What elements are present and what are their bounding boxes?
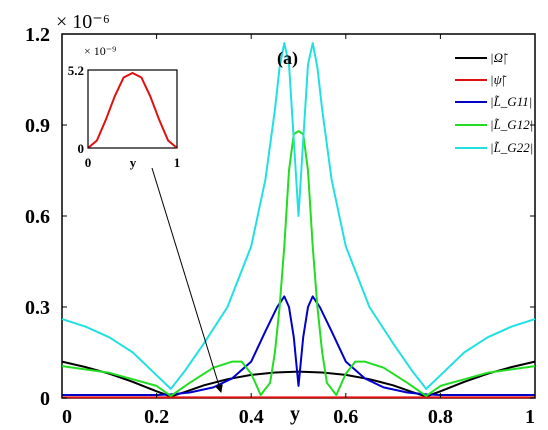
x-tick-label: 0.8 [428,406,453,428]
series-line-2 [62,295,535,396]
x-tick-label: 0.4 [239,406,264,428]
legend-label-omega: |Ω̃| [490,50,509,65]
legend-label-psi: |ψ̃| [490,72,508,87]
inset-x-axis-label: y [130,155,137,170]
legend-label-lg11: |L̃_G11| [490,94,532,109]
y-tick-label: 0.3 [25,297,50,319]
inset-pointer-arrow [151,167,223,393]
y-tick-label: 0.6 [25,206,50,228]
legend-label-lg22: |L̃_G22| [490,140,533,155]
legend-item: |L̃_G12| [455,117,533,132]
x-tick-label: 1 [525,406,535,428]
inset-y-multiplier-label: × 10⁻⁹ [84,44,116,58]
x-tick-label: 0 [62,406,72,428]
series-line-3 [61,130,536,397]
legend-item: |ψ̃| [455,72,508,87]
series-line-0 [61,360,536,398]
inset-frame [87,69,178,149]
series-line-4 [61,42,536,390]
y-tick-label: 0.9 [25,115,50,137]
x-axis-label: y [290,403,300,425]
x-tick-label: 0.6 [333,406,358,428]
inset-y-tick-label: 0 [78,141,85,156]
y-tick-label: 1.2 [25,24,50,46]
legend-item: |L̃_G22| [455,140,533,155]
y-tick-label: 0 [40,388,50,410]
panel-annotation: (a) [277,48,298,69]
legend-label-lg12: |L̃_G12| [490,117,533,132]
inset-y-tick-label: 5.2 [68,63,84,78]
legend-item: |L̃_G11| [455,94,532,109]
y-multiplier-label: × 10⁻⁶ [56,11,110,33]
inset-series-line-0 [87,71,178,149]
legend-item: |Ω̃| [455,50,509,65]
series-group [61,42,536,399]
inset-x-tick-label: 1 [174,155,181,170]
legend: |Ω̃| |ψ̃| |L̃_G11| |L̃_G12| |L̃_G22| [455,50,533,155]
inset-chart: 0 1 0 5.2 [68,63,181,170]
inset-x-tick-label: 0 [85,155,92,170]
x-tick-label: 0.2 [144,406,169,428]
